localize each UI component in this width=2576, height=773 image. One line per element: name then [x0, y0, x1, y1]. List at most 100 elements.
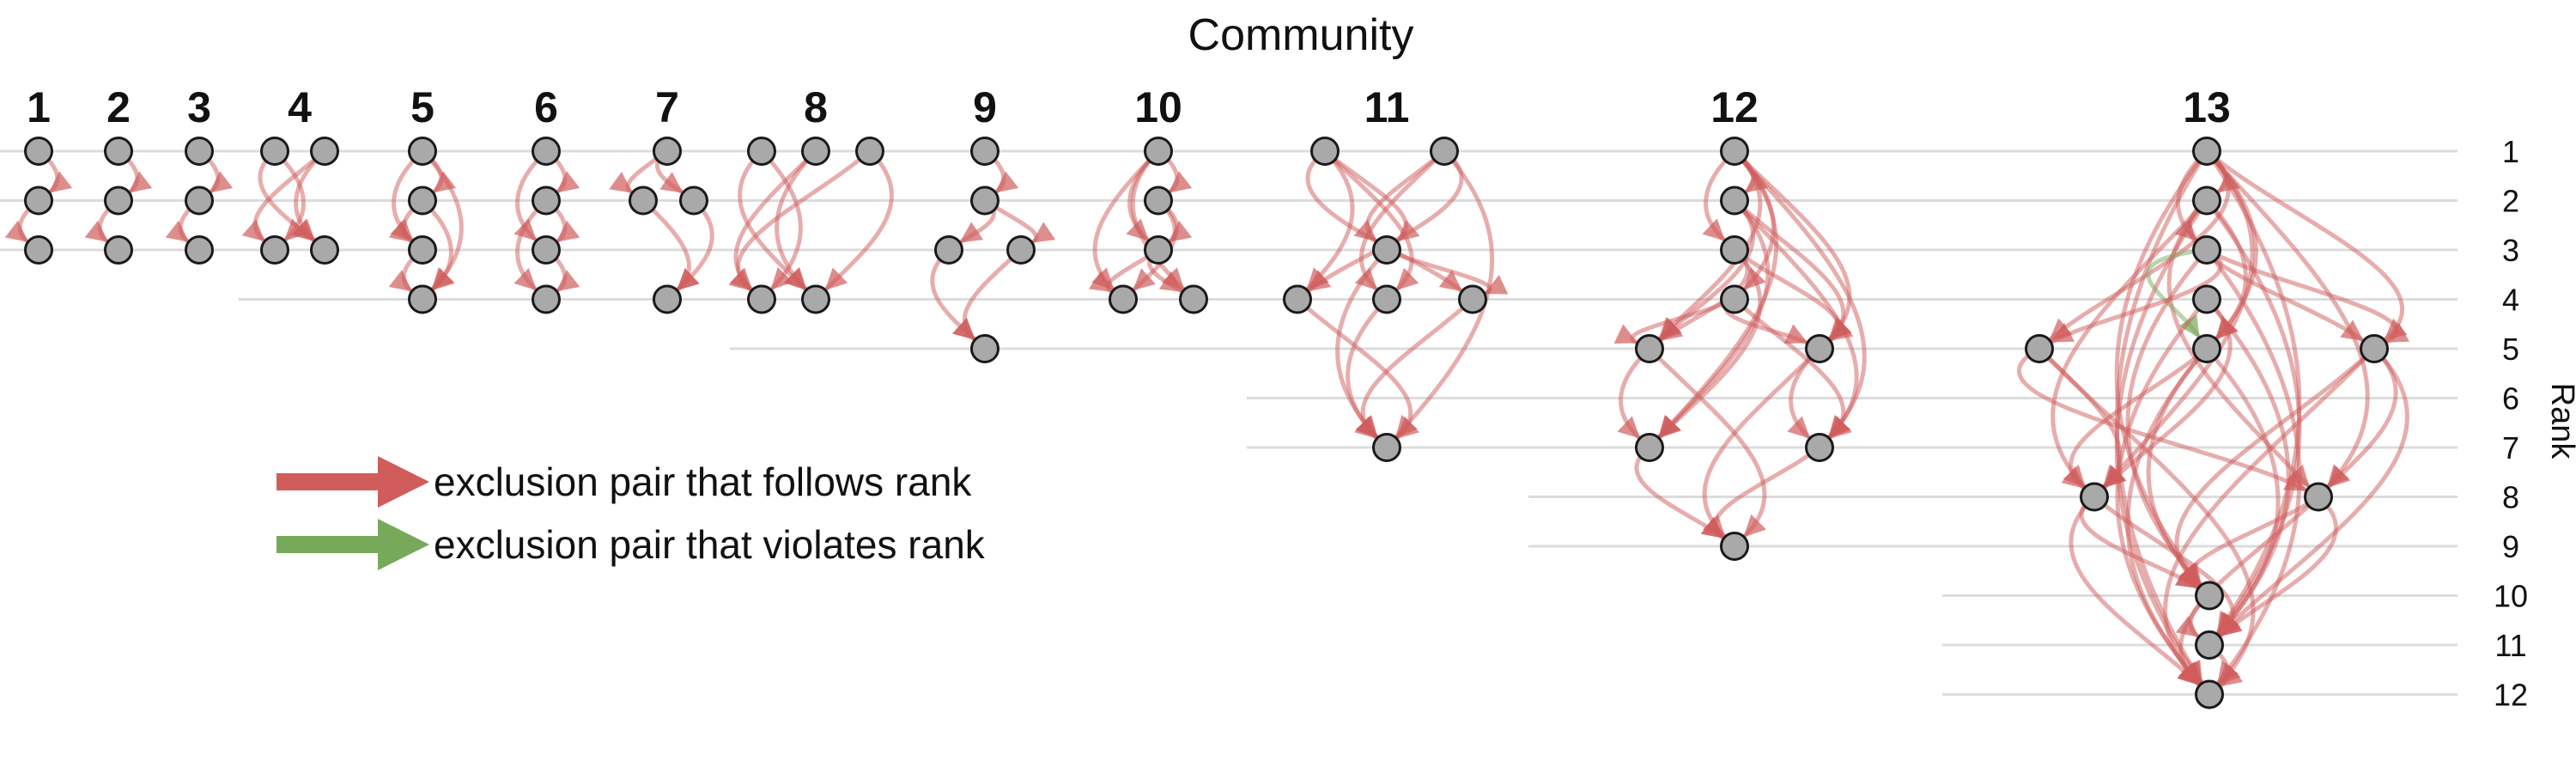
community-nodes — [24, 137, 2389, 709]
community-node — [2195, 679, 2224, 709]
community-node — [1805, 433, 1834, 462]
edge-follows-rank — [1617, 346, 1652, 440]
rank-gridlines — [0, 149, 2458, 696]
community-label: 10 — [1134, 83, 1182, 131]
community-node — [1283, 284, 1312, 314]
community-node — [2192, 284, 2221, 314]
community-node — [532, 235, 561, 265]
community-label: 9 — [973, 83, 997, 131]
community-node — [1372, 433, 1401, 462]
edge-follows-rank — [2218, 495, 2338, 638]
edge-follows-rank — [2204, 149, 2408, 342]
community-label: 4 — [288, 83, 312, 131]
community-node — [855, 137, 884, 166]
edge-follows-rank — [1354, 297, 1475, 440]
community-node — [408, 235, 437, 265]
community-node — [2025, 334, 2054, 363]
community-node — [1006, 235, 1036, 265]
edge-follows-rank — [2204, 346, 2281, 636]
community-node — [532, 186, 561, 216]
community-node — [747, 284, 776, 314]
edge-follows-rank — [2175, 495, 2321, 590]
rank-tick-label: 3 — [2502, 233, 2519, 268]
rank-tick-label: 7 — [2502, 430, 2519, 466]
community-node — [801, 284, 830, 314]
community-node — [408, 284, 437, 314]
rank-tick-label: 8 — [2502, 480, 2519, 515]
community-node — [24, 137, 53, 166]
rank-tick-label: 5 — [2502, 332, 2519, 367]
rank-tick-label: 12 — [2494, 678, 2528, 713]
community-node — [185, 137, 214, 166]
community-node — [1720, 532, 1749, 561]
community-node — [1109, 284, 1138, 314]
rank-tick-label: 6 — [2502, 381, 2519, 417]
community-node — [801, 137, 830, 166]
community-label: 1 — [27, 83, 51, 131]
community-label: 7 — [655, 83, 679, 131]
community-node — [408, 137, 437, 166]
community-node — [1310, 137, 1340, 166]
community-label: 11 — [1364, 83, 1410, 131]
community-node — [310, 235, 339, 265]
community-node — [1144, 186, 1173, 216]
community-node — [2195, 630, 2224, 660]
edge-follows-rank — [1354, 149, 1447, 291]
community-label: 5 — [410, 83, 434, 131]
community-node — [2192, 137, 2221, 166]
edge-follows-rank — [1305, 149, 1463, 293]
community-node — [653, 137, 682, 166]
community-node — [1372, 235, 1401, 265]
rank-tick-label: 1 — [2502, 134, 2519, 169]
community-node — [104, 186, 133, 216]
edge-follows-rank — [2204, 247, 2410, 344]
rank-tick-label: 10 — [2494, 579, 2528, 614]
community-node — [970, 334, 999, 363]
community-label: 8 — [804, 83, 828, 131]
edge-follows-rank — [1322, 149, 1419, 291]
community-node — [24, 235, 53, 265]
community-node — [408, 186, 437, 216]
community-node — [653, 284, 682, 314]
community-node — [310, 137, 339, 166]
rank-tick-label: 11 — [2494, 628, 2526, 663]
community-node — [1720, 137, 1749, 166]
edge-follows-rank — [2217, 346, 2409, 637]
community-node — [1430, 137, 1459, 166]
edge-follows-rank — [241, 149, 327, 242]
edge-follows-rank — [292, 149, 327, 242]
community-node — [24, 186, 53, 216]
community-node — [970, 137, 999, 166]
community-node — [260, 235, 289, 265]
edge-follows-rank — [952, 247, 1024, 341]
community-label: 6 — [534, 83, 558, 131]
edge-follows-rank — [1295, 297, 1419, 440]
edge-follows-rank — [2163, 346, 2377, 686]
community-node — [1179, 284, 1208, 314]
community-node — [2195, 581, 2224, 611]
edge-follows-rank — [513, 198, 549, 291]
community-node — [2080, 482, 2109, 512]
community-label: 12 — [1710, 83, 1759, 131]
community-node — [1635, 433, 1664, 462]
community-node — [185, 186, 214, 216]
community-node — [532, 137, 561, 166]
edge-follows-rank — [2017, 346, 2308, 492]
community-node — [1720, 235, 1749, 265]
community-labels: 1 2 3 4 5 6 7 8 9 10 11 12 13 — [27, 83, 2231, 131]
community-node — [1720, 284, 1749, 314]
edge-follows-rank — [1700, 445, 1822, 539]
rank-tick-label: 9 — [2502, 529, 2519, 564]
edge-follows-rank — [2069, 495, 2201, 686]
community-node — [934, 235, 963, 265]
community-node — [1805, 334, 1834, 363]
legend-follows-label: exclusion pair that follows rank — [434, 460, 972, 504]
community-node — [532, 284, 561, 314]
community-node — [747, 137, 776, 166]
exclusion-edges — [4, 149, 2410, 688]
community-label: 2 — [106, 83, 131, 131]
community-node — [2192, 235, 2221, 265]
community-node — [2360, 334, 2389, 363]
edge-follows-rank — [1384, 247, 1509, 295]
